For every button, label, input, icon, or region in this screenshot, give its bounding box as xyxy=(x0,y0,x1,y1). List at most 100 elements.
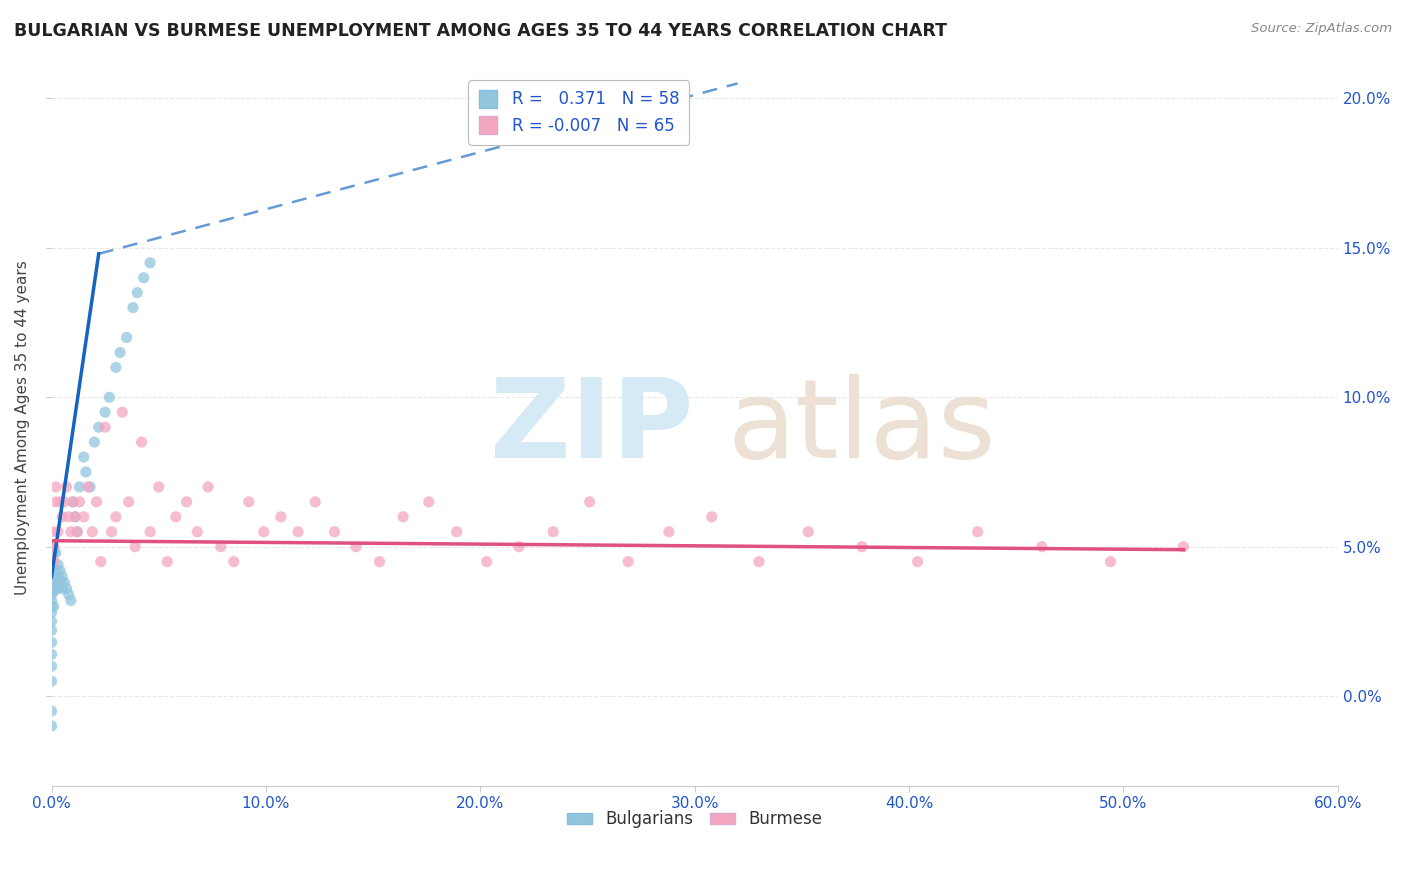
Point xyxy=(55,480,77,494)
Point xyxy=(148,480,170,494)
Point xyxy=(108,345,131,359)
Point xyxy=(658,524,681,539)
Point xyxy=(966,524,988,539)
Point xyxy=(94,420,117,434)
Point xyxy=(253,524,276,539)
Point xyxy=(1173,540,1195,554)
Point xyxy=(104,509,127,524)
Point xyxy=(41,569,63,583)
Point xyxy=(82,524,104,539)
Point xyxy=(41,575,63,590)
Point xyxy=(122,301,145,315)
Point xyxy=(156,555,179,569)
Point xyxy=(90,555,112,569)
Point xyxy=(100,524,122,539)
Point xyxy=(58,587,80,601)
Text: ZIP: ZIP xyxy=(491,374,693,481)
Point xyxy=(41,606,63,620)
Point xyxy=(51,569,73,583)
Point xyxy=(41,615,63,629)
Point xyxy=(41,582,63,596)
Point xyxy=(508,540,530,554)
Point xyxy=(51,582,73,596)
Point xyxy=(617,555,640,569)
Point xyxy=(907,555,929,569)
Point xyxy=(104,360,127,375)
Point xyxy=(62,495,84,509)
Point xyxy=(53,575,76,590)
Point xyxy=(59,593,82,607)
Point xyxy=(41,593,63,607)
Point xyxy=(41,524,63,539)
Point xyxy=(344,540,367,554)
Point xyxy=(41,659,63,673)
Point xyxy=(1099,555,1122,569)
Point xyxy=(45,546,67,560)
Text: atlas: atlas xyxy=(728,374,995,481)
Point xyxy=(42,569,65,583)
Point xyxy=(41,540,63,554)
Point xyxy=(541,524,564,539)
Point xyxy=(475,555,498,569)
Point xyxy=(41,587,63,601)
Point xyxy=(118,495,141,509)
Legend: Bulgarians, Burmese: Bulgarians, Burmese xyxy=(561,804,830,835)
Point xyxy=(45,564,67,578)
Point xyxy=(73,450,96,464)
Point xyxy=(41,558,63,572)
Point xyxy=(42,599,65,614)
Point xyxy=(42,555,65,569)
Point xyxy=(42,584,65,599)
Point xyxy=(49,564,72,578)
Point xyxy=(392,509,415,524)
Point xyxy=(87,420,110,434)
Point xyxy=(132,270,155,285)
Point xyxy=(63,509,86,524)
Point xyxy=(851,540,873,554)
Point xyxy=(77,480,100,494)
Point xyxy=(41,555,63,569)
Point xyxy=(446,524,468,539)
Point xyxy=(797,524,820,539)
Point xyxy=(41,564,63,578)
Point xyxy=(176,495,198,509)
Point xyxy=(115,330,138,344)
Point xyxy=(59,524,82,539)
Point xyxy=(45,495,67,509)
Point xyxy=(73,509,96,524)
Point xyxy=(222,555,245,569)
Point xyxy=(41,546,63,560)
Point xyxy=(304,495,326,509)
Point xyxy=(45,480,67,494)
Point xyxy=(287,524,309,539)
Point xyxy=(41,624,63,638)
Point xyxy=(139,256,162,270)
Y-axis label: Unemployment Among Ages 35 to 44 years: Unemployment Among Ages 35 to 44 years xyxy=(15,260,30,595)
Point xyxy=(41,555,63,569)
Point xyxy=(186,524,208,539)
Point xyxy=(700,509,723,524)
Point xyxy=(46,582,69,596)
Point xyxy=(66,524,89,539)
Point xyxy=(42,555,65,569)
Point xyxy=(51,509,73,524)
Point xyxy=(578,495,600,509)
Point xyxy=(67,495,90,509)
Point xyxy=(62,495,84,509)
Point xyxy=(209,540,232,554)
Point xyxy=(46,569,69,583)
Point xyxy=(42,546,65,560)
Point xyxy=(83,435,105,450)
Point xyxy=(58,509,80,524)
Point xyxy=(66,524,89,539)
Point xyxy=(53,495,76,509)
Point xyxy=(42,540,65,554)
Point xyxy=(46,558,69,572)
Point xyxy=(270,509,292,524)
Point xyxy=(111,405,134,419)
Point xyxy=(748,555,770,569)
Point xyxy=(368,555,391,569)
Point xyxy=(238,495,260,509)
Point xyxy=(323,524,346,539)
Point xyxy=(46,524,69,539)
